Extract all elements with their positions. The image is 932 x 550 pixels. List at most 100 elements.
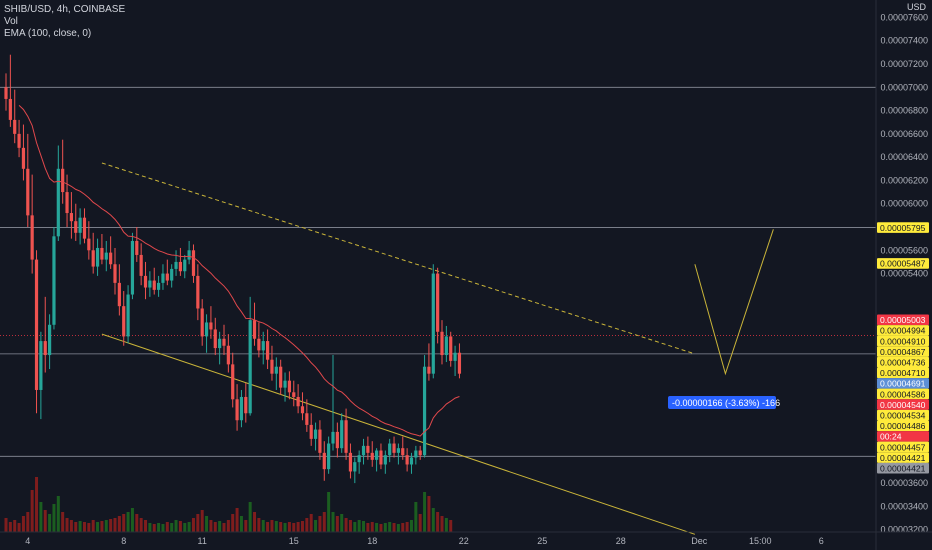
candle-body	[257, 338, 261, 351]
volume-bar	[4, 518, 8, 532]
candle-body	[17, 133, 21, 148]
price-tag-bg	[877, 399, 929, 410]
candle-body	[52, 236, 56, 325]
volume-bar	[117, 516, 121, 532]
candle-body	[453, 352, 457, 361]
volume-bar	[353, 522, 357, 532]
volume-bar	[344, 518, 348, 532]
volume-bar	[244, 520, 248, 532]
candle-body	[48, 324, 52, 356]
volume-bar	[135, 514, 139, 532]
volume-bar	[274, 521, 278, 532]
volume-bar	[109, 519, 113, 532]
volume-bar	[209, 520, 213, 532]
volume-bar	[130, 508, 134, 532]
candle-body	[353, 462, 357, 472]
candle-body	[95, 247, 100, 267]
volume-bar	[392, 523, 396, 532]
candle-body	[122, 306, 126, 337]
candle-body	[366, 445, 370, 453]
volume-bar	[239, 516, 243, 532]
volume-bar	[322, 512, 326, 532]
price-tag-label: 0.00004736	[880, 357, 926, 367]
price-axis[interactable]: 0.00007600 0.00007400 0.00007200 0.00007000…	[875, 0, 928, 550]
volume-bar	[305, 518, 309, 532]
candle-body	[270, 359, 274, 374]
volume-bar	[126, 512, 130, 532]
volume-bar	[431, 508, 435, 532]
price-tag-bg	[877, 462, 929, 474]
candle-body	[56, 168, 60, 237]
price-tag-bg	[877, 222, 929, 233]
candle-body	[300, 406, 305, 414]
candle-body	[244, 396, 248, 414]
candle-body	[418, 450, 422, 456]
currency-label[interactable]: USD	[906, 2, 926, 12]
volume-bar	[96, 522, 100, 532]
volume-bar	[366, 523, 370, 532]
volume-bar	[122, 514, 126, 532]
symbol-line[interactable]: SHIB/USD, 4h, COINBASE	[4, 4, 126, 15]
time-axis[interactable]: 4 8 11 15 18 22 25 28 Dec 15:00 6	[0, 531, 932, 546]
volume-bar	[309, 514, 313, 532]
candle-body	[226, 345, 230, 365]
volume-bar	[266, 522, 270, 532]
time-tick-label: 22	[459, 536, 469, 546]
price-tag-label: 0.00004994	[880, 326, 926, 336]
volume-bar	[396, 524, 400, 532]
measure-label: -0.00000166 (-3.63%) -166	[668, 396, 780, 409]
price-tick-label: 0.00003600	[880, 478, 928, 488]
volume-bar	[348, 520, 352, 532]
volume-bar	[52, 504, 56, 532]
volume-bar	[13, 520, 17, 532]
candle-body	[266, 341, 270, 360]
candle-body	[379, 450, 383, 465]
candle-body	[344, 420, 348, 453]
candle-body	[191, 250, 196, 276]
volume-bar	[65, 518, 69, 532]
candle-body	[248, 320, 252, 414]
volume-bar	[61, 512, 65, 532]
lower-trendline	[101, 333, 696, 535]
candle-body	[4, 87, 8, 99]
volume-bar	[222, 523, 226, 532]
price-tag-label: 0.00004710	[880, 368, 926, 378]
time-tick-label: 28	[616, 536, 626, 546]
candle-body	[222, 338, 226, 346]
price-tick-label: 0.00007600	[880, 12, 928, 22]
candle-body	[457, 352, 462, 374]
volume-bar	[170, 523, 174, 532]
volume-bar	[427, 496, 431, 532]
volume-bar	[440, 516, 444, 532]
volume-bar	[39, 502, 43, 532]
candle-body	[100, 247, 104, 260]
candle-body	[39, 341, 43, 390]
volume-legend[interactable]: Vol	[4, 16, 18, 27]
candle-body	[213, 329, 217, 349]
ema-path	[18, 105, 460, 437]
volume-bar	[314, 520, 318, 532]
volume-bar	[35, 477, 39, 532]
volume-bar	[17, 523, 21, 532]
measure-label-bg	[668, 396, 776, 409]
price-tick-label: 0.00007400	[880, 36, 928, 46]
volume-bar	[405, 522, 409, 532]
ema-legend[interactable]: EMA (100, close, 0)	[4, 28, 92, 39]
candle-body	[261, 341, 265, 351]
volume-bar	[248, 502, 252, 532]
price-tag-label: 0.00004421	[880, 453, 926, 463]
price-tag-label: 0.00005795	[880, 223, 926, 233]
volume-bar	[357, 520, 361, 532]
candle-body	[157, 282, 161, 290]
candle-body	[331, 431, 335, 444]
candle-body	[26, 168, 30, 216]
candle-body	[239, 396, 244, 421]
volume-bar	[43, 510, 47, 532]
candle-body	[431, 273, 435, 374]
candle-body	[65, 192, 69, 214]
volume-bar	[296, 522, 300, 532]
candle-body	[109, 252, 113, 265]
candle-body	[283, 380, 287, 388]
candle-body	[74, 221, 78, 233]
